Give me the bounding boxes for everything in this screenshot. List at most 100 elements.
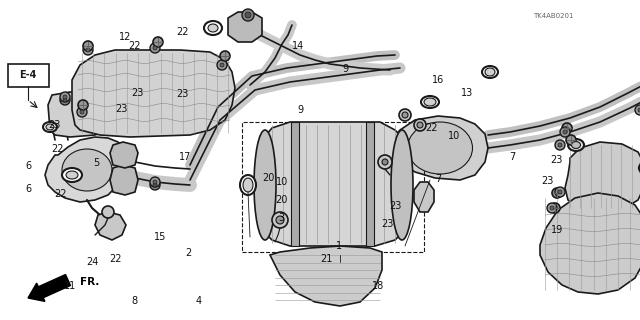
Text: TK4AB0201: TK4AB0201 [533,13,574,19]
Text: 9: 9 [298,105,304,116]
Polygon shape [262,122,405,246]
Text: 20: 20 [262,172,275,183]
Circle shape [220,51,230,61]
Circle shape [560,127,570,137]
Text: 22: 22 [54,188,67,199]
Text: 16: 16 [432,75,445,85]
Circle shape [555,140,565,150]
Circle shape [150,180,160,190]
Circle shape [242,9,254,21]
Text: 23: 23 [381,219,394,229]
Ellipse shape [391,130,413,240]
Text: 22: 22 [51,144,64,154]
Circle shape [83,45,93,55]
Text: 6: 6 [26,184,32,194]
Text: 6: 6 [26,161,32,172]
Circle shape [635,105,640,115]
Ellipse shape [568,139,584,151]
Text: 10: 10 [275,177,288,188]
Circle shape [276,216,284,224]
FancyArrow shape [28,275,70,301]
Polygon shape [390,116,488,180]
Circle shape [558,143,562,147]
Polygon shape [291,122,299,246]
Text: 22: 22 [426,123,438,133]
Text: 23: 23 [131,88,144,98]
Circle shape [562,123,572,133]
Text: 18: 18 [371,281,384,292]
Circle shape [150,177,160,187]
Text: 7: 7 [509,152,515,162]
Circle shape [60,95,70,105]
Circle shape [272,212,288,228]
Text: 9: 9 [342,64,349,74]
Text: 17: 17 [179,152,192,162]
Text: 15: 15 [154,232,166,242]
Circle shape [555,187,565,197]
Circle shape [102,206,114,218]
Circle shape [80,110,84,114]
Ellipse shape [424,98,436,106]
Text: 22: 22 [109,254,122,264]
Circle shape [550,206,554,210]
Polygon shape [228,12,262,42]
Polygon shape [540,193,640,294]
Ellipse shape [639,161,640,175]
Ellipse shape [482,66,498,78]
Circle shape [417,122,423,128]
Text: 22: 22 [128,41,141,52]
Polygon shape [45,137,128,202]
Text: 13: 13 [461,88,474,98]
Ellipse shape [208,24,218,32]
Text: 23: 23 [115,104,128,114]
Text: 12: 12 [118,32,131,42]
Text: 11: 11 [64,281,77,292]
Circle shape [153,180,157,184]
Text: 10: 10 [448,131,461,141]
Circle shape [63,95,67,99]
Polygon shape [72,50,235,137]
Circle shape [83,41,93,51]
Circle shape [217,60,227,70]
Ellipse shape [485,68,495,76]
Ellipse shape [62,149,112,191]
Text: 24: 24 [86,257,99,268]
Circle shape [153,183,157,187]
Ellipse shape [46,124,54,130]
Text: 1: 1 [336,241,342,252]
Circle shape [552,188,562,198]
Circle shape [638,108,640,112]
Circle shape [153,37,163,47]
Circle shape [153,46,157,50]
Polygon shape [110,165,138,195]
Circle shape [414,119,426,131]
Text: 23: 23 [176,89,189,100]
Text: FR.: FR. [80,277,99,287]
Ellipse shape [243,178,253,192]
Ellipse shape [572,141,580,148]
Text: 23: 23 [48,120,61,130]
Text: 3: 3 [278,212,285,223]
Ellipse shape [204,21,222,35]
Circle shape [77,107,87,117]
Ellipse shape [66,171,78,179]
Text: 23: 23 [541,176,554,186]
FancyBboxPatch shape [8,63,49,86]
Text: 23: 23 [389,201,402,212]
Text: 2: 2 [186,248,192,258]
Circle shape [78,100,88,110]
Circle shape [402,112,408,118]
Text: 4: 4 [195,296,202,306]
Text: E-4: E-4 [19,70,36,80]
Text: 19: 19 [550,225,563,236]
Circle shape [566,135,576,145]
Text: 14: 14 [291,41,304,52]
Text: 5: 5 [93,158,99,168]
Bar [242,122,424,252]
Polygon shape [366,122,374,246]
Text: 21: 21 [320,254,333,264]
Polygon shape [48,92,112,137]
Circle shape [558,190,562,194]
Text: 20: 20 [275,195,288,205]
Ellipse shape [240,175,256,195]
